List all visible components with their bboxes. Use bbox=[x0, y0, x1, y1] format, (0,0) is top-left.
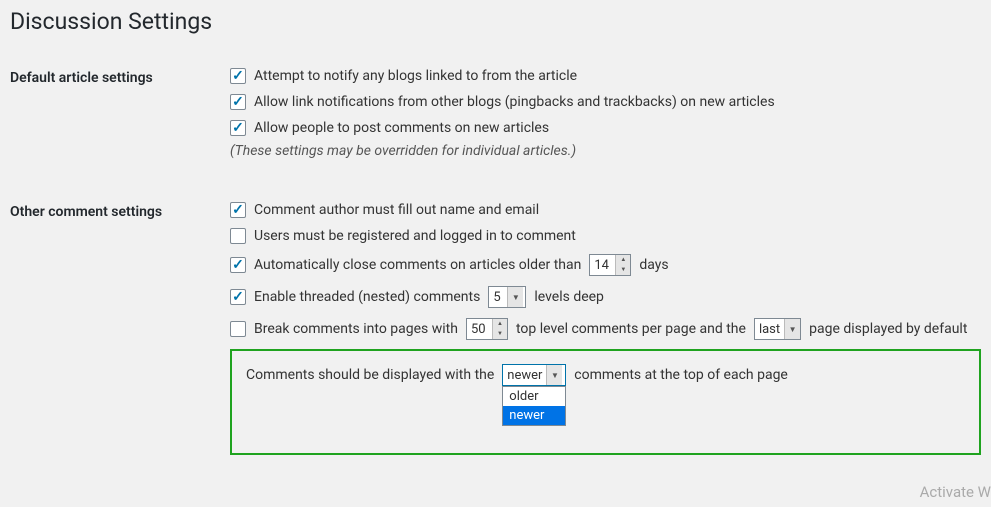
checkbox-auto-close[interactable] bbox=[230, 257, 246, 273]
row-registered: Users must be registered and logged in t… bbox=[230, 225, 981, 247]
label-author-fill: Comment author must fill out name and em… bbox=[254, 202, 539, 218]
checkbox-registered[interactable] bbox=[230, 228, 246, 244]
label-notify-blogs: Attempt to notify any blogs linked to fr… bbox=[254, 68, 577, 84]
select-default-page[interactable]: last ▼ bbox=[754, 318, 801, 340]
chevron-down-icon: ▼ bbox=[507, 287, 523, 307]
dropdown-comment-order[interactable]: older newer bbox=[502, 386, 566, 426]
value-comment-order: newer bbox=[503, 368, 546, 383]
checkbox-allow-pingbacks[interactable] bbox=[230, 94, 246, 110]
label-auto-close-before: Automatically close comments on articles… bbox=[254, 257, 581, 273]
row-allow-pingbacks: Allow link notifications from other blog… bbox=[230, 91, 981, 113]
label-allow-comments: Allow people to post comments on new art… bbox=[254, 120, 549, 136]
chevron-down-icon: ▼ bbox=[546, 365, 562, 385]
spinner-auto-close-days[interactable]: ▲▼ bbox=[615, 255, 630, 275]
value-auto-close-days: 14 bbox=[590, 258, 615, 273]
row-paginate: Break comments into pages with 50 ▲▼ top… bbox=[230, 315, 981, 343]
label-registered: Users must be registered and logged in t… bbox=[254, 228, 576, 244]
label-paginate-mid: top level comments per page and the bbox=[516, 321, 746, 337]
row-threaded: Enable threaded (nested) comments 5 ▼ le… bbox=[230, 283, 981, 311]
row-author-fill: Comment author must fill out name and em… bbox=[230, 199, 981, 221]
section-heading-other-comment: Other comment settings bbox=[10, 189, 230, 485]
label-order-before: Comments should be displayed with the bbox=[246, 367, 494, 383]
chevron-down-icon: ▼ bbox=[784, 319, 800, 339]
option-older[interactable]: older bbox=[503, 387, 565, 406]
checkbox-paginate[interactable] bbox=[230, 321, 246, 337]
row-order: Comments should be displayed with the ne… bbox=[246, 361, 965, 389]
select-comment-order[interactable]: newer ▼ bbox=[502, 364, 566, 386]
checkbox-notify-blogs[interactable] bbox=[230, 68, 246, 84]
label-allow-pingbacks: Allow link notifications from other blog… bbox=[254, 94, 775, 110]
watermark-text: Activate W bbox=[920, 483, 991, 501]
label-auto-close-after: days bbox=[639, 257, 668, 273]
row-allow-comments: Allow people to post comments on new art… bbox=[230, 117, 981, 139]
input-per-page[interactable]: 50 ▲▼ bbox=[466, 318, 508, 340]
label-order-after: comments at the top of each page bbox=[574, 367, 788, 383]
select-thread-depth[interactable]: 5 ▼ bbox=[488, 286, 526, 308]
highlight-order-box: Comments should be displayed with the ne… bbox=[230, 349, 981, 455]
spinner-per-page[interactable]: ▲▼ bbox=[492, 319, 507, 339]
section-heading-default-article: Default article settings bbox=[10, 55, 230, 189]
note-override: (These settings may be overridden for in… bbox=[230, 143, 981, 159]
label-threaded-before: Enable threaded (nested) comments bbox=[254, 289, 480, 305]
label-paginate-after: page displayed by default bbox=[809, 321, 967, 337]
checkbox-threaded[interactable] bbox=[230, 289, 246, 305]
page-title: Discussion Settings bbox=[10, 8, 981, 35]
checkbox-allow-comments[interactable] bbox=[230, 120, 246, 136]
row-notify-blogs: Attempt to notify any blogs linked to fr… bbox=[230, 65, 981, 87]
row-auto-close: Automatically close comments on articles… bbox=[230, 251, 981, 279]
label-paginate-before: Break comments into pages with bbox=[254, 321, 458, 337]
checkbox-author-fill[interactable] bbox=[230, 202, 246, 218]
label-threaded-after: levels deep bbox=[534, 289, 604, 305]
value-thread-depth: 5 bbox=[489, 290, 507, 305]
value-default-page: last bbox=[755, 322, 784, 337]
input-auto-close-days[interactable]: 14 ▲▼ bbox=[589, 254, 631, 276]
value-per-page: 50 bbox=[467, 322, 492, 337]
option-newer[interactable]: newer bbox=[503, 406, 565, 425]
